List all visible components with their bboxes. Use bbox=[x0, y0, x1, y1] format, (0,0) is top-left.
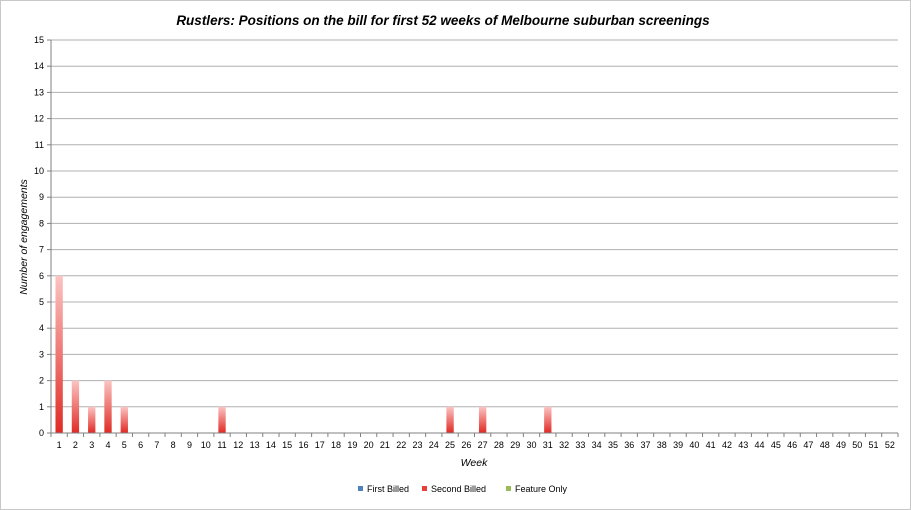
legend-swatch bbox=[506, 486, 511, 491]
y-tick-label: 7 bbox=[39, 245, 44, 255]
y-tick-label: 11 bbox=[35, 140, 44, 150]
x-tick-label: 16 bbox=[298, 440, 308, 450]
bars bbox=[55, 275, 552, 433]
bar bbox=[120, 406, 128, 433]
x-tick-label: 5 bbox=[122, 440, 127, 450]
x-tick-label: 17 bbox=[315, 440, 325, 450]
x-tick-label: 12 bbox=[233, 440, 243, 450]
x-tick-label: 48 bbox=[820, 440, 830, 450]
x-tick-label: 2 bbox=[73, 440, 78, 450]
y-tick-label: 6 bbox=[39, 271, 44, 281]
x-tick-label: 20 bbox=[364, 440, 374, 450]
x-tick-label: 27 bbox=[478, 440, 488, 450]
legend-swatch bbox=[422, 486, 427, 491]
gridlines bbox=[51, 39, 898, 408]
legend-entry: First Billed bbox=[367, 484, 409, 494]
x-tick-label: 14 bbox=[266, 440, 276, 450]
x-tick-label: 13 bbox=[250, 440, 260, 450]
bar bbox=[478, 406, 487, 433]
x-tick-label: 36 bbox=[624, 440, 634, 450]
x-tick-label: 31 bbox=[543, 440, 553, 450]
x-tick-label: 49 bbox=[836, 440, 846, 450]
x-tick-label: 42 bbox=[722, 440, 732, 450]
x-tick-label: 45 bbox=[771, 440, 781, 450]
x-tick-label: 1 bbox=[57, 440, 62, 450]
bar bbox=[446, 406, 454, 433]
x-tick-label: 3 bbox=[89, 440, 94, 450]
x-axis-ticks: 1 2 3 4 5 6 7 8 9 10 11 12 13 14 15 16 17 18 19 20 21 22 23 24 2… bbox=[50, 433, 899, 450]
x-tick-label: 11 bbox=[217, 440, 226, 450]
legend-entry: Feature Only bbox=[515, 484, 568, 494]
y-tick-label: 4 bbox=[39, 323, 44, 333]
x-tick-label: 9 bbox=[187, 440, 192, 450]
x-tick-label: 28 bbox=[494, 440, 504, 450]
y-tick-label: 15 bbox=[34, 35, 44, 45]
y-tick-label: 0 bbox=[39, 428, 44, 438]
y-axis-label: Number of engagements bbox=[18, 178, 30, 294]
y-tick-label: 5 bbox=[39, 297, 44, 307]
x-tick-label: 18 bbox=[331, 440, 341, 450]
bar bbox=[88, 406, 96, 433]
bar bbox=[55, 275, 63, 433]
y-tick-label: 2 bbox=[39, 376, 44, 386]
x-tick-label: 24 bbox=[429, 440, 439, 450]
y-tick-label: 8 bbox=[39, 218, 44, 228]
x-tick-label: 40 bbox=[689, 440, 699, 450]
x-tick-label: 33 bbox=[575, 440, 585, 450]
x-tick-label: 26 bbox=[461, 440, 471, 450]
x-tick-label: 6 bbox=[138, 440, 143, 450]
x-tick-label: 8 bbox=[171, 440, 176, 450]
x-tick-label: 32 bbox=[559, 440, 569, 450]
x-tick-label: 4 bbox=[106, 440, 111, 450]
x-tick-label: 35 bbox=[608, 440, 618, 450]
x-tick-label: 44 bbox=[755, 440, 765, 450]
x-tick-label: 30 bbox=[527, 440, 537, 450]
y-tick-label: 12 bbox=[34, 114, 44, 124]
y-tick-label: 1 bbox=[39, 402, 44, 412]
x-tick-label: 29 bbox=[510, 440, 520, 450]
x-tick-label: 15 bbox=[282, 440, 292, 450]
legend-entry: Second Billed bbox=[431, 484, 486, 494]
bar bbox=[544, 406, 552, 433]
x-tick-label: 34 bbox=[592, 440, 602, 450]
x-tick-label: 37 bbox=[641, 440, 651, 450]
x-tick-label: 21 bbox=[380, 440, 390, 450]
x-tick-label: 52 bbox=[885, 440, 895, 450]
bar bbox=[104, 380, 112, 433]
chart-title: Rustlers: Positions on the bill for firs… bbox=[176, 13, 710, 28]
bar bbox=[218, 406, 226, 433]
x-tick-label: 43 bbox=[738, 440, 748, 450]
x-tick-label: 7 bbox=[154, 440, 159, 450]
y-tick-label: 14 bbox=[34, 61, 44, 71]
x-tick-label: 46 bbox=[787, 440, 797, 450]
legend: First Billed Second Billed Feature Only bbox=[358, 484, 568, 494]
x-tick-label: 22 bbox=[396, 440, 406, 450]
y-tick-label: 13 bbox=[34, 87, 44, 97]
x-tick-label: 39 bbox=[673, 440, 683, 450]
x-tick-label: 10 bbox=[201, 440, 211, 450]
legend-swatch bbox=[358, 486, 363, 491]
x-tick-label: 47 bbox=[803, 440, 813, 450]
y-tick-label: 9 bbox=[39, 192, 44, 202]
bar bbox=[71, 380, 80, 433]
x-tick-label: 23 bbox=[412, 440, 422, 450]
x-tick-label: 50 bbox=[852, 440, 862, 450]
y-tick-label: 10 bbox=[34, 166, 44, 176]
x-tick-label: 19 bbox=[347, 440, 357, 450]
axes bbox=[50, 40, 898, 434]
x-tick-label: 25 bbox=[445, 440, 455, 450]
x-axis-label: Week bbox=[461, 457, 488, 469]
x-tick-label: 51 bbox=[869, 440, 879, 450]
y-tick-label: 3 bbox=[39, 349, 44, 359]
x-tick-label: 41 bbox=[706, 440, 716, 450]
x-tick-label: 38 bbox=[657, 440, 667, 450]
